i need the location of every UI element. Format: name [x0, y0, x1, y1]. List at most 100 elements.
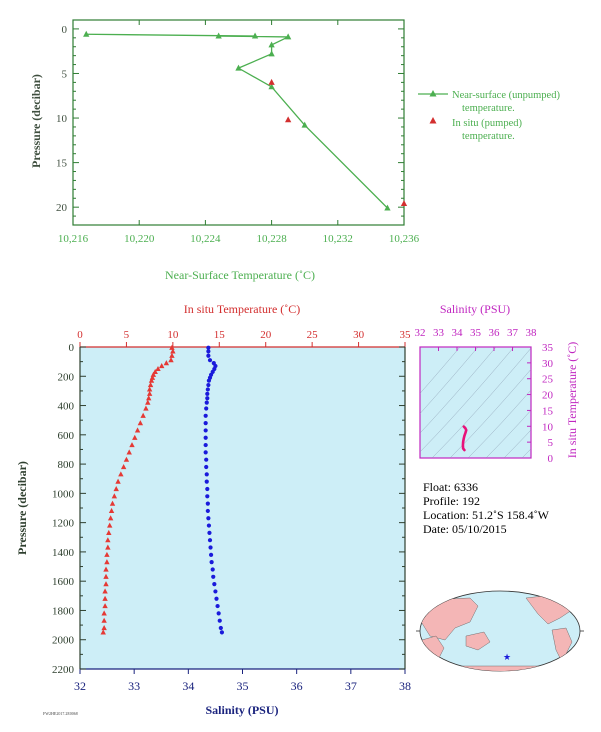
- footer-code: FW2HE2017.2E0068: [43, 711, 78, 716]
- temperature-point: [107, 515, 114, 521]
- density-contour: [420, 347, 515, 453]
- temperature-point: [146, 395, 152, 401]
- top-y-tick-label: 15: [56, 158, 68, 170]
- location-text: Location: 51.2˚S 158.4˚W: [423, 508, 550, 522]
- map-land-australia: [465, 631, 491, 651]
- main-series-group: [100, 344, 225, 635]
- density-contour: [503, 429, 531, 458]
- unpumped-point: [235, 64, 242, 71]
- legend-pumped-label-line1: In situ (pumped): [452, 118, 522, 129]
- temp-tick-label: 25: [307, 329, 319, 341]
- salinity-point: [206, 349, 211, 354]
- temperature-point: [159, 363, 165, 369]
- salinity-point: [203, 413, 208, 418]
- temperature-point: [101, 617, 107, 623]
- density-contour: [485, 409, 531, 458]
- ts-diagram: 32 33 34 35 36 37 38 0 5 10 15 20 25 30 35 Salinity (P…: [415, 302, 580, 465]
- pressure-tick-label: 0: [69, 342, 75, 354]
- temperature-point: [105, 537, 111, 543]
- pressure-tick-label: 2000: [52, 635, 75, 647]
- ts-y-tick-label: 25: [542, 374, 554, 386]
- ts-density-contours: [420, 347, 531, 458]
- legend-pumped-marker: [429, 117, 437, 124]
- temperature-point: [102, 588, 108, 594]
- map-land-antarctica: [439, 665, 561, 671]
- top-x-tick-label: 10,216: [58, 233, 89, 245]
- salinity-point: [218, 625, 223, 631]
- temperature-point: [152, 368, 158, 374]
- density-contour: [431, 347, 531, 458]
- unpumped-point: [384, 204, 391, 211]
- salinity-point: [204, 464, 209, 470]
- salinity-point: [210, 567, 215, 572]
- ts-y-tick-label: 10: [542, 421, 554, 433]
- pressure-tick-label: 400: [58, 401, 75, 413]
- main-bottom-axis-label: Salinity (PSU): [205, 703, 278, 717]
- pumped-point: [285, 116, 292, 123]
- pressure-tick-label: 1000: [52, 488, 75, 500]
- temperature-point: [101, 610, 107, 616]
- temp-tick-label: 5: [124, 329, 130, 341]
- salinity-tick-label: 32: [74, 679, 86, 693]
- salinity-point: [203, 435, 208, 440]
- temperature-point: [143, 405, 149, 411]
- salinity-point: [207, 358, 213, 363]
- density-contour: [467, 389, 531, 458]
- salinity-point: [211, 574, 216, 579]
- salinity-point: [203, 442, 208, 448]
- top-x-tick-label: 10,228: [256, 233, 287, 245]
- main-top-axis-label: In situ Temperature (˚C): [184, 302, 301, 316]
- temperature-point: [147, 382, 154, 388]
- salinity-point: [204, 406, 209, 411]
- temperature-point: [129, 442, 135, 448]
- temperature-point: [146, 390, 153, 396]
- unpumped-point: [215, 32, 222, 39]
- temp-tick-label: 15: [214, 329, 226, 341]
- unpumped-series-line: [86, 33, 388, 209]
- pressure-tick-label: 1400: [52, 547, 75, 559]
- top-x-tick-label: 10,224: [190, 233, 221, 245]
- salinity-point: [214, 596, 219, 601]
- legend-unpumped-label-line1: Near-surface (unpumped): [452, 90, 560, 101]
- salinity-point: [215, 603, 220, 609]
- temperature-point: [123, 456, 130, 462]
- pressure-tick-label: 600: [58, 430, 75, 442]
- ts-x-axis-label: Salinity (PSU): [440, 302, 510, 316]
- salinity-point: [205, 508, 210, 514]
- temperature-point: [113, 485, 119, 492]
- pressure-tick-label: 1200: [52, 518, 75, 530]
- legend-unpumped-label: Near-surface (unpumped) temperature.: [452, 90, 563, 114]
- location-map: ★: [416, 590, 584, 672]
- salinity-point: [204, 457, 209, 462]
- unpumped-point: [83, 30, 90, 37]
- near-surface-temperature-chart: 10,216 10,220 10,224 10,228 10,232 10,236 0 5 10…: [29, 19, 563, 282]
- pressure-tick-label: 2200: [52, 664, 75, 676]
- salinity-point: [206, 523, 212, 528]
- profile-number-text: Profile: 192: [423, 494, 480, 508]
- unpumped-point: [251, 32, 259, 39]
- temperature-point: [163, 360, 170, 366]
- salinity-tick-label: 35: [237, 679, 249, 693]
- ts-x-tick-label: 35: [470, 327, 482, 339]
- ts-x-tick-label: 38: [526, 327, 538, 339]
- top-plot-frame: [72, 19, 405, 226]
- pressure-tick-label: 800: [58, 459, 75, 471]
- temperature-point: [169, 344, 175, 350]
- salinity-tick-label: 33: [128, 679, 140, 693]
- unpumped-point: [301, 121, 308, 128]
- temperature-point: [101, 625, 107, 631]
- salinity-tick-label: 37: [345, 679, 357, 693]
- temp-tick-label: 30: [353, 329, 365, 341]
- ts-curve: [461, 425, 468, 452]
- pumped-point: [400, 200, 408, 207]
- temperature-point: [120, 464, 127, 470]
- float-location-marker: ★: [503, 652, 511, 662]
- salinity-point: [216, 611, 221, 616]
- unpumped-point: [268, 41, 275, 48]
- salinity-point: [205, 396, 210, 401]
- top-axis-ticks: 10,216 10,220 10,224 10,228 10,232 10,236 0 5 10…: [56, 20, 420, 245]
- ts-x-tick-label: 36: [489, 327, 501, 339]
- temperature-point: [118, 471, 124, 477]
- temperature-point: [155, 365, 161, 372]
- temperature-point: [169, 352, 175, 358]
